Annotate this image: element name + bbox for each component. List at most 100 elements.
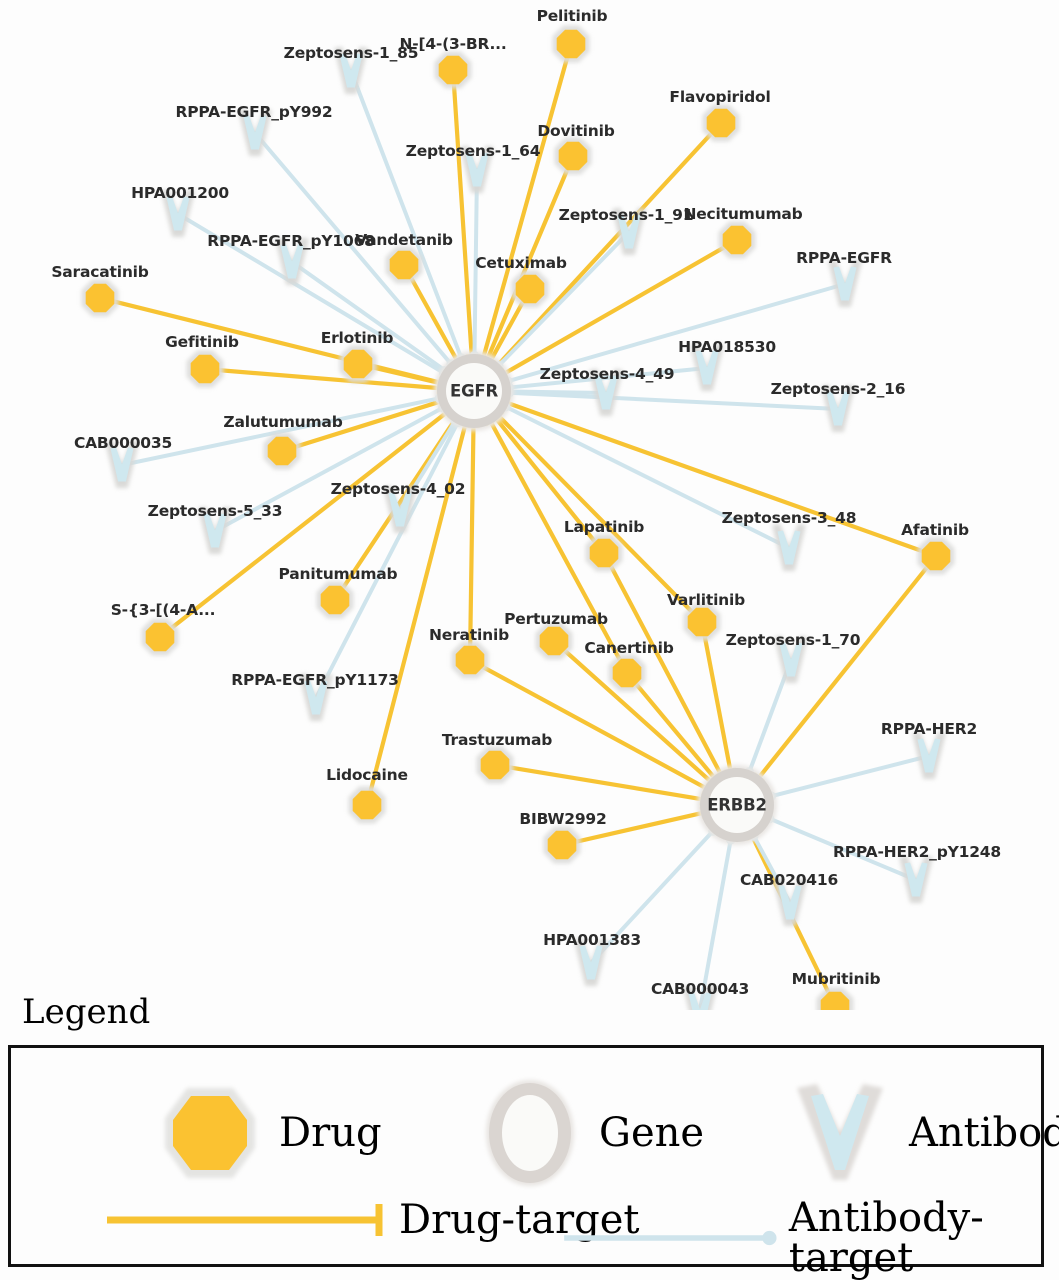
antibody-node[interactable] [198, 506, 232, 554]
drug-octagon-icon [547, 830, 577, 860]
drug-octagon-icon [267, 436, 297, 466]
legend-label-antibody-target: Antibody-target [788, 1195, 984, 1280]
edge-drug-target [624, 670, 717, 781]
antibody-chevron-icon [904, 862, 928, 897]
drug-node[interactable] [263, 432, 301, 470]
antibody-node[interactable] [774, 635, 808, 683]
antibody-chevron-icon [243, 115, 267, 150]
edge-drug-target [551, 638, 714, 784]
antibody-node[interactable] [383, 485, 417, 533]
antibody-node[interactable] [161, 189, 195, 237]
antibody-node[interactable] [275, 237, 309, 285]
drug-node[interactable] [917, 537, 955, 575]
legend-item-drug-target: Drug-target [103, 1198, 639, 1242]
drug-icon [165, 1088, 255, 1178]
legend-label-antibody: Antibody [909, 1110, 1059, 1156]
gene-center [446, 363, 502, 419]
antibody-node[interactable] [574, 938, 608, 986]
drug-node[interactable] [702, 104, 740, 142]
drug-node[interactable] [81, 279, 119, 317]
drug-node[interactable] [585, 534, 623, 572]
antibody-node[interactable] [238, 108, 272, 156]
antibody-node[interactable] [460, 145, 494, 193]
drug-node[interactable] [141, 618, 179, 656]
drug-octagon-icon [556, 29, 586, 59]
edge-antibody-target [589, 828, 716, 965]
drug-node[interactable] [535, 622, 573, 660]
edge-drug-target [202, 366, 442, 391]
drug-node[interactable] [385, 246, 423, 284]
drug-node[interactable] [554, 137, 592, 175]
drug-node[interactable] [339, 345, 377, 383]
antibody-chevron-icon [833, 266, 857, 301]
antibody-node[interactable] [828, 259, 862, 307]
legend: Legend Drug Gene [0, 992, 1059, 1280]
network-graph-svg[interactable] [0, 0, 1059, 1010]
drug-node[interactable] [683, 603, 721, 641]
drug-node[interactable] [316, 581, 354, 619]
antibody-chevron-icon [110, 447, 134, 482]
drug-node[interactable] [608, 654, 646, 692]
gene-node[interactable] [697, 765, 777, 845]
legend-item-antibody-target: Antibody-target [561, 1198, 1042, 1278]
antibody-node[interactable] [899, 855, 933, 903]
edge-drug-target [496, 413, 705, 625]
antibody-node[interactable] [772, 523, 806, 571]
drug-node[interactable] [476, 746, 514, 784]
gene-icon [486, 1080, 574, 1186]
nodes-layer[interactable] [81, 25, 955, 1011]
drug-node[interactable] [552, 25, 590, 63]
drug-octagon-icon [343, 349, 373, 379]
antibody-node[interactable] [334, 46, 368, 94]
antibody-chevron-icon [304, 680, 328, 715]
edge-antibody-target [176, 212, 446, 376]
drug-octagon-icon [612, 658, 642, 688]
antibody-node[interactable] [912, 731, 946, 779]
edge-antibody-target [314, 420, 460, 700]
antibody-node[interactable] [612, 207, 646, 255]
network-canvas[interactable]: Zeptosens-1_85 RPPA-EGFR_pY992 Zeptosens-1… [0, 0, 1059, 1010]
antibody-node[interactable] [105, 440, 139, 488]
drug-octagon-icon [145, 622, 175, 652]
drug-octagon-icon [706, 108, 736, 138]
edge-drug-target [467, 657, 709, 791]
drug-node[interactable] [511, 270, 549, 308]
drug-octagon-icon [687, 607, 717, 637]
drug-octagon-icon [480, 750, 510, 780]
drug-node[interactable] [816, 987, 854, 1011]
legend-label-drug-target: Drug-target [399, 1197, 640, 1243]
antibody-node[interactable] [821, 384, 855, 432]
legend-label-gene: Gene [599, 1110, 705, 1156]
drug-node[interactable] [451, 641, 489, 679]
antibody-node[interactable] [690, 343, 724, 391]
antibody-node[interactable] [589, 368, 623, 416]
antibody-node[interactable] [299, 673, 333, 721]
edge-drug-target [364, 422, 468, 808]
edge-drug-target [756, 553, 939, 780]
edge-drug-target [450, 67, 474, 359]
drug-octagon-icon [352, 790, 382, 820]
edge-antibody-target [253, 131, 454, 367]
drug-node[interactable] [718, 221, 756, 259]
edge-antibody-target [505, 282, 847, 384]
drug-octagon-icon [438, 55, 468, 85]
drug-node[interactable] [348, 786, 386, 824]
gene-node[interactable] [434, 351, 514, 431]
edge-drug-target [467, 423, 476, 663]
antibody-node[interactable] [773, 878, 807, 926]
edge-antibody-target [213, 405, 446, 533]
edge-antibody-target [496, 230, 631, 368]
legend-box: Drug Gene Antibody [8, 1045, 1059, 1278]
edge-drug-target [502, 237, 740, 376]
drug-node[interactable] [186, 350, 224, 388]
drug-node[interactable] [543, 826, 581, 864]
drug-octagon-icon [820, 991, 850, 1010]
edge-antibody-target [349, 69, 464, 361]
edge-antibody-target [472, 168, 479, 359]
drug-node[interactable] [434, 51, 472, 89]
edge-drug-target [488, 419, 630, 676]
legend-label-drug: Drug [279, 1110, 382, 1156]
antibody-node[interactable] [683, 985, 717, 1010]
drug-octagon-icon [558, 141, 588, 171]
